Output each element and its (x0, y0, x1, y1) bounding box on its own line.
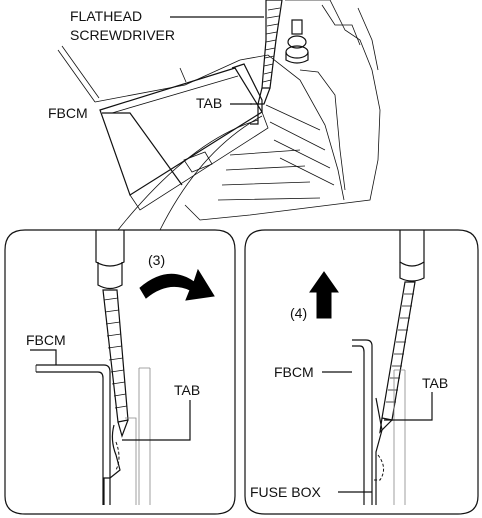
tab-marker-top (250, 103, 259, 125)
tab-label-left: TAB (174, 382, 200, 398)
up-arrow (309, 271, 339, 319)
tab-leader-left (122, 400, 191, 441)
fbcm-label-right: FBCM (274, 364, 314, 380)
right-detail-panel: (4) FBCM TAB FUSE BOX (244, 229, 479, 515)
flathead-label-line1: FLATHEAD (70, 8, 142, 24)
tab-leader-right (384, 392, 433, 421)
left-detail-panel: (3) FBCM TAB (4, 229, 236, 515)
fbcm-label-left: FBCM (26, 332, 66, 348)
fbcm-left (35, 364, 111, 505)
fbcm-module (99, 63, 269, 211)
tab-clip-dashed-right (372, 454, 384, 481)
fbcm-label-top: FBCM (48, 105, 88, 121)
top-overview: FLATHEAD SCREWDRIVER FBCM TAB (48, 0, 381, 231)
flathead-label-line2: SCREWDRIVER (70, 27, 175, 43)
fbcm-leader-left (30, 349, 57, 365)
fuse-box-label: FUSE BOX (250, 484, 321, 500)
fbcm-right (352, 339, 373, 505)
screwdriver-left (95, 230, 129, 438)
callout-left-2 (159, 115, 263, 231)
tab-clip-right (375, 397, 383, 505)
step4-label: (4) (290, 305, 307, 321)
fuse-box-right (393, 369, 406, 505)
tab-label-top: TAB (196, 95, 222, 111)
tab-clip-left (103, 424, 121, 505)
fuse-box-left (125, 367, 151, 505)
screwdriver-top (257, 0, 283, 105)
tab-clip-dashed-left (115, 441, 120, 471)
screwdriver-right (379, 230, 425, 434)
callout-left (117, 119, 259, 231)
fuse-box-outline (57, 0, 381, 221)
tab-label-right: TAB (422, 375, 448, 391)
fbcm-leader-top (102, 112, 183, 186)
rotate-arrow (139, 268, 215, 301)
step3-label: (3) (148, 252, 165, 268)
